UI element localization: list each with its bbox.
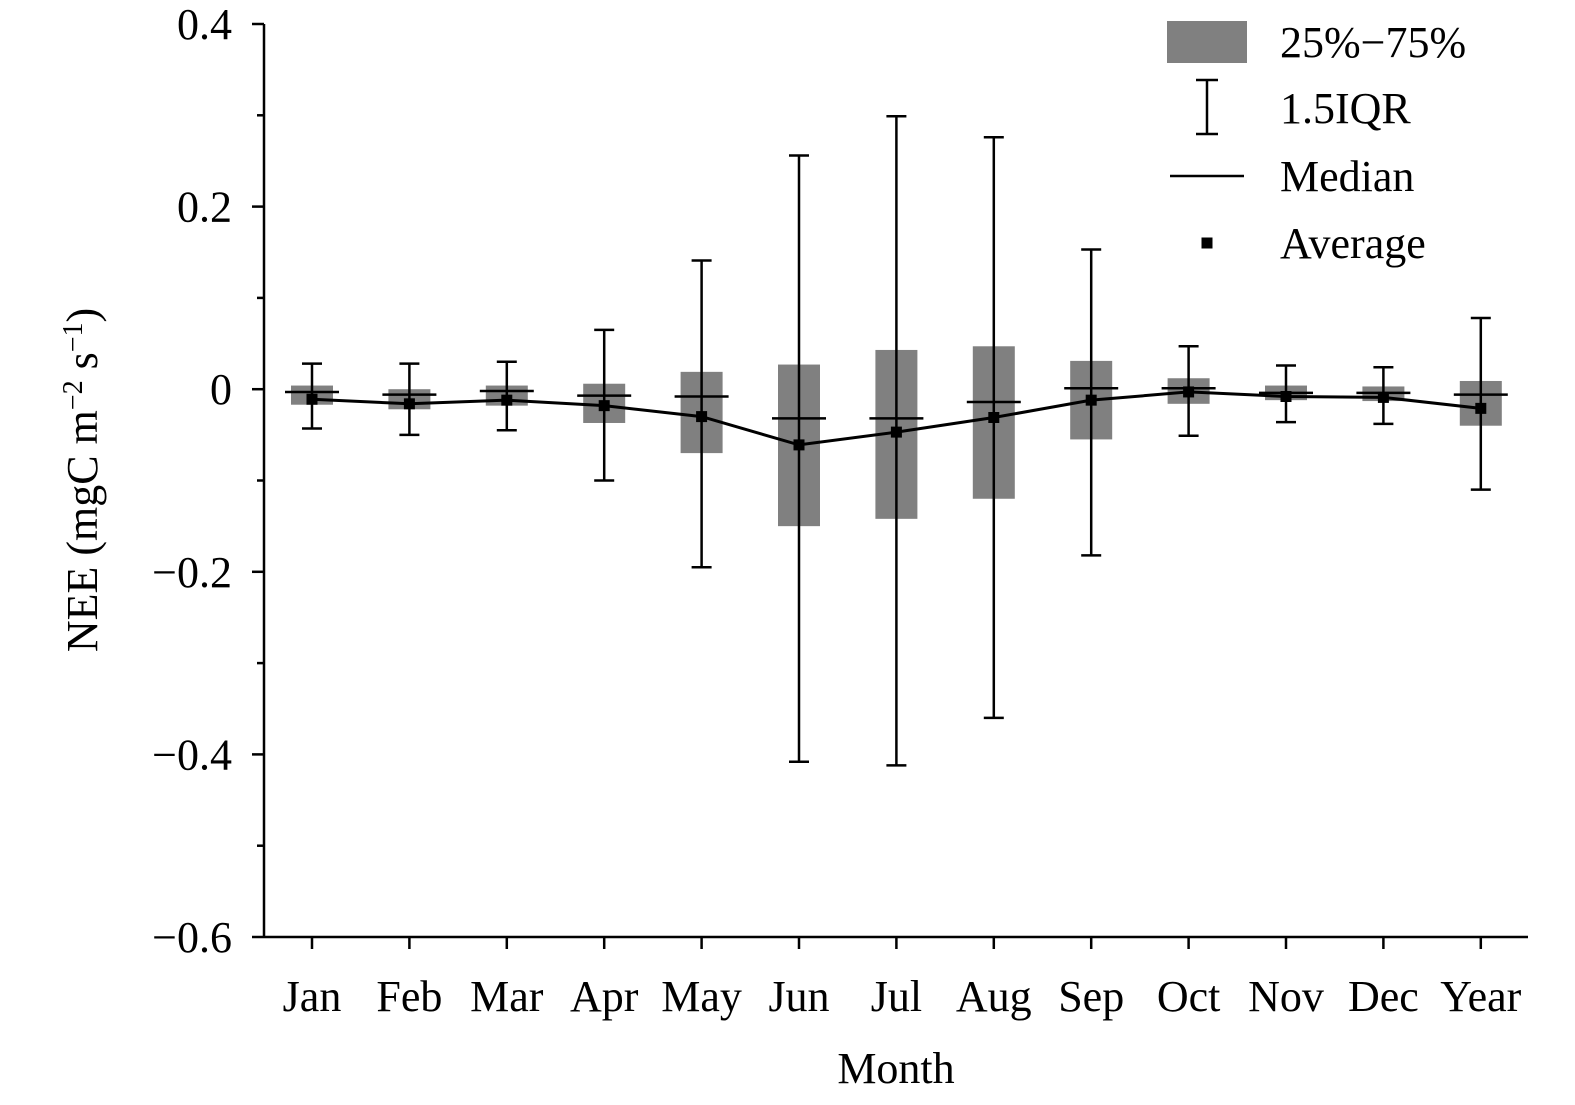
y-tick-label: 0.4 bbox=[177, 0, 232, 49]
axes: 0.4 0.2 0 −0.2 −0.4 −0.6 Jan Feb Mar Apr May Jun Jul… bbox=[152, 0, 1528, 1021]
box-jun bbox=[772, 154, 826, 763]
x-tick-label: Jun bbox=[768, 972, 829, 1021]
x-tick-label: May bbox=[661, 972, 742, 1021]
x-tick-label: Aug bbox=[956, 972, 1032, 1021]
y-axis-title: NEE (mgC m−2 s−1) bbox=[58, 308, 108, 652]
x-tick-label: Oct bbox=[1157, 972, 1221, 1021]
average-marker bbox=[1475, 402, 1487, 414]
x-tick-label: Nov bbox=[1248, 972, 1324, 1021]
legend-label: Median bbox=[1280, 152, 1414, 201]
legend-label: Average bbox=[1280, 219, 1426, 268]
average-marker bbox=[1085, 394, 1097, 406]
y-tick-label: −0.2 bbox=[152, 548, 232, 597]
average-marker bbox=[793, 439, 805, 451]
y-tick-label: −0.6 bbox=[152, 913, 232, 962]
x-tick-label: Feb bbox=[376, 972, 442, 1021]
y-axis-title-sup-1: −2 bbox=[58, 380, 89, 410]
x-tick-label: Sep bbox=[1058, 972, 1124, 1021]
average-marker bbox=[890, 426, 902, 438]
y-tick-label: 0 bbox=[210, 365, 232, 414]
average-marker bbox=[306, 393, 318, 405]
legend-label: 25%−75% bbox=[1280, 18, 1466, 67]
average-marker bbox=[1183, 386, 1195, 398]
average-marker bbox=[696, 411, 708, 423]
x-tick-label: Apr bbox=[570, 972, 639, 1021]
y-tick-label: 0.2 bbox=[177, 183, 232, 232]
x-tick-label: Year bbox=[1440, 972, 1521, 1021]
y-axis-title-sup-2: −1 bbox=[58, 322, 89, 352]
legend-average-marker bbox=[1201, 237, 1213, 249]
legend-box-swatch bbox=[1167, 21, 1247, 63]
x-axis-title: Month bbox=[837, 1044, 954, 1093]
y-axis-title-middle: s bbox=[58, 352, 107, 380]
y-axis-title-suffix: ) bbox=[58, 308, 107, 323]
legend-item-median: Median bbox=[1170, 152, 1414, 201]
average-marker bbox=[988, 412, 1000, 424]
average-series bbox=[306, 386, 1487, 451]
average-marker bbox=[1280, 391, 1292, 403]
average-marker bbox=[598, 400, 610, 412]
average-marker bbox=[1377, 391, 1389, 403]
legend-label: 1.5IQR bbox=[1280, 84, 1411, 133]
x-tick-label: Jan bbox=[283, 972, 342, 1021]
legend-item-box: 25%−75% bbox=[1167, 18, 1466, 67]
y-axis-title-prefix: NEE (mgC m bbox=[58, 410, 107, 652]
x-tick-label: Mar bbox=[470, 972, 544, 1021]
y-tick-label: −0.4 bbox=[152, 730, 232, 779]
box-aug bbox=[966, 135, 1021, 720]
average-marker bbox=[501, 394, 513, 406]
legend-item-average: Average bbox=[1201, 219, 1426, 268]
box-jul bbox=[869, 114, 924, 767]
legend: 25%−75% 1.5IQR Median Average bbox=[1167, 18, 1466, 268]
box-series bbox=[285, 114, 1508, 767]
x-tick-label: Jul bbox=[871, 972, 922, 1021]
legend-item-whisker: 1.5IQR bbox=[1196, 78, 1411, 136]
average-marker bbox=[403, 398, 415, 410]
x-tick-label: Dec bbox=[1348, 972, 1419, 1021]
